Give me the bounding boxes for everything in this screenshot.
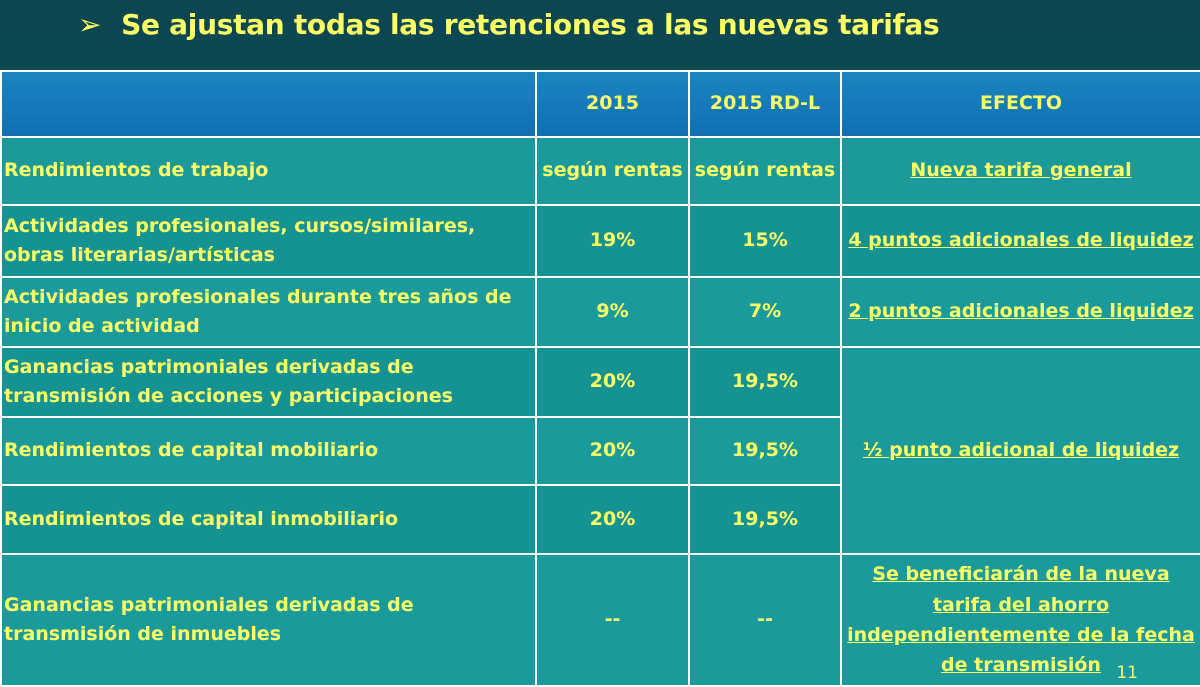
page-number: 11 [1116,663,1138,683]
table-row: Rendimientos de capital inmobiliario 20%… [0,484,1200,555]
arrow-bullet-icon: ➢ [78,7,102,41]
rate-2015: según rentas [535,136,690,206]
table-row: Rendimientos de trabajo según rentas seg… [0,136,1200,206]
row-label: Ganancias patrimoniales derivadas de tra… [0,346,537,418]
effect-cell-merged: ½ punto adicional de liquidez [840,346,1200,555]
table-row: Actividades profesionales, cursos/simila… [0,204,1200,278]
table-row: Rendimientos de capital mobiliario 20% 1… [0,416,1200,486]
table-header-row: 2015 2015 RD-L EFECTO [0,70,1200,138]
table-row: Ganancias patrimoniales derivadas de tra… [0,346,1200,555]
rate-2015: 9% [535,276,690,348]
row-label: Actividades profesionales durante tres a… [0,276,537,348]
rate-2015: 20% [535,346,690,418]
rate-2015: 20% [535,484,690,555]
header-concept [0,70,537,138]
effect-cell: Nueva tarifa general [840,136,1200,206]
rate-2015-rdl: 19,5% [688,484,842,555]
row-label: Actividades profesionales, cursos/simila… [0,204,537,278]
effect-cell: 2 puntos adicionales de liquidez [840,276,1200,348]
rate-2015-rdl: -- [688,553,842,687]
slide-title: ➢ Se ajustan todas las retenciones a las… [78,2,940,46]
effect-cell: 4 puntos adicionales de liquidez [840,204,1200,278]
header-2015-rdl: 2015 RD-L [688,70,842,138]
rate-2015: -- [535,553,690,687]
row-label: Rendimientos de trabajo [0,136,537,206]
effect-cell: Se beneficiarán de la nueva tarifa del a… [840,553,1200,687]
slide-title-text: Se ajustan todas las retenciones a las n… [121,7,940,41]
rate-2015: 19% [535,204,690,278]
header-efecto: EFECTO [840,70,1200,138]
rate-2015-rdl: 7% [688,276,842,348]
withholding-table: 2015 2015 RD-L EFECTO Rendimientos de tr… [0,70,1200,687]
table-row: Actividades profesionales durante tres a… [0,276,1200,348]
rate-2015-rdl: 19,5% [688,346,842,418]
rate-2015-rdl: 15% [688,204,842,278]
rate-2015-rdl: según rentas [688,136,842,206]
row-label: Rendimientos de capital mobiliario [0,416,537,486]
row-label: Ganancias patrimoniales derivadas de tra… [0,553,537,687]
table-row: Ganancias patrimoniales derivadas de tra… [0,553,1200,687]
rate-2015-rdl: 19,5% [688,416,842,486]
row-label: Rendimientos de capital inmobiliario [0,484,537,555]
header-2015: 2015 [535,70,690,138]
rate-2015: 20% [535,416,690,486]
